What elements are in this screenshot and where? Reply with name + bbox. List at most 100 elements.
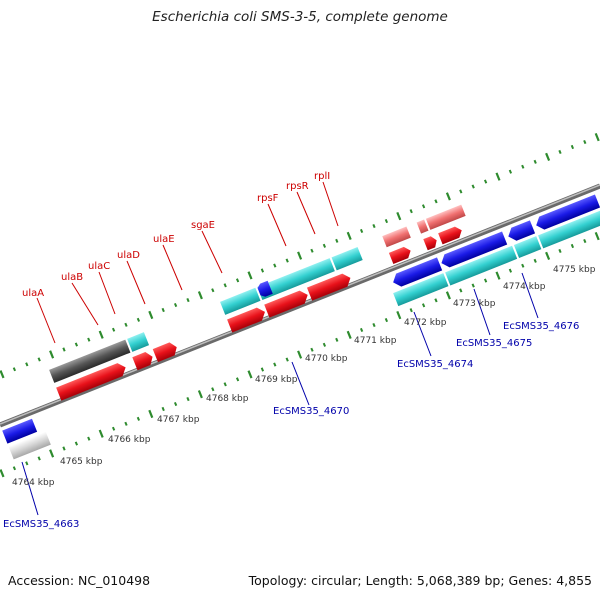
tick-mark	[136, 317, 141, 322]
tick-mark	[161, 406, 165, 412]
tick-mark	[434, 298, 438, 303]
tick-mark	[285, 357, 289, 362]
gene-label-ulaA: ulaA	[22, 288, 44, 299]
tick-mark	[37, 456, 41, 461]
tick-mark	[594, 132, 600, 142]
gene-label-EcSMS35_4663: EcSMS35_4663	[3, 519, 79, 530]
tick-mark	[124, 322, 128, 327]
gene-block-ulaD	[257, 258, 335, 301]
tick-mark	[483, 278, 488, 283]
tick-mark	[62, 446, 66, 451]
tick-mark	[74, 441, 79, 446]
gene-block-rpsF	[416, 219, 429, 234]
scale-label-4772: 4772 kbp	[404, 318, 447, 328]
tick-mark	[483, 179, 488, 184]
gene-label-ulaD: ulaD	[117, 250, 140, 261]
scale-label-4765: 4765 kbp	[60, 457, 103, 467]
tick-mark	[98, 429, 104, 438]
cds-arrow-ulaC	[152, 342, 177, 363]
bottom-gene-labels: EcSMS35_4663 EcSMS35_4670 EcSMS35_4674 E…	[3, 321, 579, 530]
top-gene-labels: ulaA ulaB ulaC ulaD ulaE sgaE rpsF rpsR …	[22, 171, 330, 299]
gene-block-ulaE	[331, 247, 363, 271]
cds-arrow-ulaB	[132, 352, 153, 371]
tick-mark	[471, 184, 475, 189]
tick-mark	[25, 362, 29, 367]
tick-mark	[445, 291, 451, 300]
tick-mark	[594, 231, 600, 241]
gene-label-ulaC: ulaC	[88, 261, 110, 272]
tick-mark	[12, 367, 17, 372]
scale-label-4773: 4773 kbp	[453, 299, 496, 309]
tick-mark	[545, 152, 551, 162]
tick-mark	[558, 149, 562, 154]
cds-arrow-sgaE	[306, 273, 351, 301]
gene-block-right-3	[513, 236, 542, 259]
tick-mark	[495, 271, 501, 280]
tick-mark	[98, 330, 104, 339]
tick-mark	[197, 291, 203, 300]
tick-mark	[533, 159, 537, 164]
cds-arrow-rplI	[438, 226, 462, 245]
tick-mark	[521, 263, 525, 268]
cds-arrow-EcSMS35_4663	[2, 418, 38, 444]
tick-mark	[384, 318, 389, 323]
tick-mark	[346, 231, 352, 241]
tick-mark	[297, 350, 303, 359]
cds-arrow-right-3	[508, 220, 536, 241]
tick-mark	[570, 243, 575, 249]
gene-block-right-2	[445, 245, 518, 286]
tick-mark	[197, 390, 203, 399]
tick-mark	[161, 307, 165, 313]
scale-label-4775: 4775 kbp	[553, 265, 596, 275]
tick-mark	[247, 370, 253, 379]
gene-label-rpsR: rpsR	[286, 181, 309, 192]
gene-block-right-4	[538, 209, 600, 249]
tick-mark	[111, 426, 116, 431]
tick-mark	[136, 416, 141, 421]
scale-label-4768: 4768 kbp	[206, 394, 249, 404]
cds-arrow-EcSMS35_4674	[385, 276, 396, 291]
tick-mark	[359, 327, 364, 332]
tick-mark	[508, 268, 513, 273]
tick-mark	[521, 164, 525, 169]
tick-mark	[396, 211, 402, 221]
tick-mark	[211, 288, 215, 293]
tick-mark	[409, 308, 413, 313]
tick-mark	[558, 248, 562, 253]
tick-mark	[409, 209, 413, 214]
tick-mark	[273, 263, 277, 268]
cds-arrow-rpsR	[423, 236, 437, 251]
cds-arrow-right-2	[441, 231, 508, 268]
tick-mark	[322, 342, 327, 347]
tick-mark	[173, 402, 178, 407]
tick-mark	[459, 288, 463, 293]
tick-mark	[235, 278, 240, 283]
tick-mark	[396, 310, 402, 320]
cds-arrow-ulaD	[227, 307, 265, 333]
tick-mark	[445, 192, 451, 201]
cds-arrow-ulaE	[264, 290, 308, 318]
tick-mark	[260, 268, 265, 273]
tick-mark	[421, 204, 426, 209]
tick-mark	[49, 350, 55, 359]
gene-block-EcSMS35_4663	[8, 431, 51, 460]
tick-mark	[273, 362, 277, 367]
scale-label-4770: 4770 kbp	[305, 354, 348, 364]
tick-mark	[74, 342, 79, 347]
gene-label-rplI: rplI	[314, 171, 330, 182]
gene-label-ulaE: ulaE	[153, 234, 175, 245]
cds-arrow-right-1	[393, 257, 443, 287]
tick-mark	[173, 303, 178, 308]
tick-mark	[372, 224, 376, 229]
tick-mark	[297, 251, 303, 260]
gene-label-EcSMS35_4675: EcSMS35_4675	[456, 338, 532, 349]
gene-block-rpsR	[425, 204, 466, 230]
gene-block-ulaB	[127, 332, 150, 352]
tick-mark	[148, 310, 154, 320]
gene-label-ulaB: ulaB	[61, 272, 83, 283]
tick-mark	[62, 347, 66, 352]
scale-labels: 4764 kbp 4765 kbp 4766 kbp 4767 kbp 4768…	[12, 265, 596, 488]
top-label-leaders	[36, 181, 339, 344]
tick-mark	[49, 449, 55, 458]
